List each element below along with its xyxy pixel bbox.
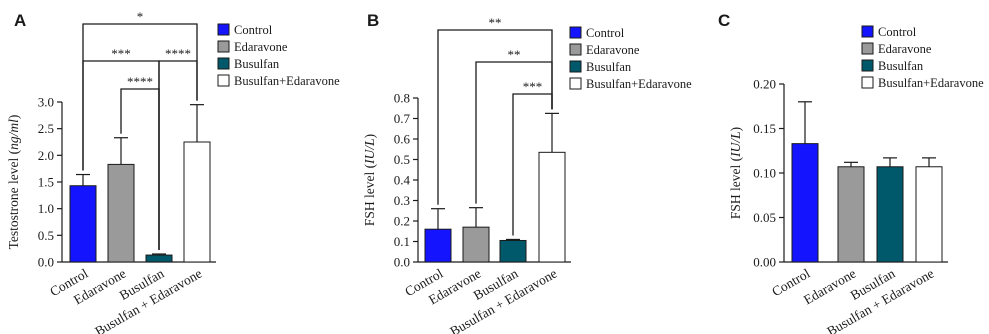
legend-swatch (217, 57, 230, 70)
x-tick-label: Edaravone (801, 266, 858, 308)
legend-swatch (217, 40, 230, 53)
legend-swatch (217, 23, 230, 36)
y-tick-label: 0.8 (394, 91, 410, 106)
y-axis-label-text: ) (728, 127, 743, 132)
legend-label: Busulfan+Edaravone (586, 77, 692, 91)
legend-swatch (569, 60, 582, 73)
bar-edaravone (462, 226, 490, 263)
legend-swatch (569, 26, 582, 39)
legend-label: Edaravone (234, 40, 288, 54)
panel-letter: A (14, 11, 26, 30)
y-axis-label: FSH level (IU/L) (728, 127, 743, 219)
y-tick-label: 0.5 (394, 152, 410, 167)
significance-bracket (437, 29, 553, 205)
legend-label: Control (878, 25, 917, 39)
significance-label: **** (127, 74, 153, 89)
panel-letter: B (367, 11, 379, 30)
bar-busulfan-edaravone (915, 166, 943, 263)
y-axis-label-unit: IU/L (728, 131, 743, 158)
y-axis-label-text: FSH level ( (362, 163, 377, 226)
y-tick-label: 0.20 (753, 77, 776, 92)
y-tick-label: 0.3 (394, 193, 410, 208)
bar-busulfan-edaravone (538, 151, 566, 263)
y-axis-label-text: ) (362, 134, 377, 139)
significance-label: *** (111, 46, 131, 61)
y-axis-label-text: FSH level ( (728, 156, 743, 219)
y-tick-label: 0.05 (753, 210, 776, 225)
y-tick-label: 0.00 (753, 255, 776, 270)
significance-label: ** (508, 47, 521, 62)
legend-swatch (861, 76, 874, 89)
bar-control (69, 185, 97, 263)
legend-label: Control (586, 26, 625, 40)
y-tick-label: 1.5 (38, 175, 54, 190)
bar-busulfan (499, 239, 527, 263)
y-tick-label: 0.0 (38, 255, 54, 270)
significance-label: **** (165, 46, 191, 61)
panel-c: C 0.00 0.05 0.10 0.15 0.20 FSH level (IU/L) Con… (718, 11, 984, 334)
bar-busulfan (876, 166, 904, 263)
bar-edaravone (837, 166, 865, 263)
y-tick-label: 0.10 (753, 166, 776, 181)
legend-swatch (861, 25, 874, 38)
legend-swatch (217, 74, 230, 87)
y-axis-label-text: ) (6, 115, 21, 120)
y-tick-label: 1.0 (38, 201, 54, 216)
legend-label: Edaravone (878, 42, 932, 56)
y-tick-label: 3.0 (38, 95, 54, 110)
significance-label: ** (489, 15, 502, 30)
y-tick-label: 0.2 (394, 214, 410, 229)
y-tick-label: 0.15 (753, 121, 776, 136)
y-tick-label: 0.1 (394, 234, 410, 249)
bar-busulfan (145, 254, 173, 263)
legend-label: Busulfan (586, 60, 632, 74)
legend-swatch (861, 59, 874, 72)
bar-control (424, 228, 452, 263)
legend-label: Busulfan (878, 59, 924, 73)
significance-bracket (475, 61, 553, 204)
y-axis-label-unit: IU/L (362, 138, 377, 165)
y-axis-label-unit: ng/ml (6, 119, 21, 150)
y-tick-label: 2.0 (38, 148, 54, 163)
y-tick-label: 0.6 (394, 132, 411, 147)
y-tick-label: 0.0 (394, 255, 410, 270)
y-axis-label-text: Testostrone level ( (6, 149, 21, 249)
legend-label: Busulfan+Edaravone (878, 76, 984, 90)
y-axis-label: Testostrone level (ng/ml) (6, 115, 21, 250)
bar-edaravone (107, 163, 135, 263)
panel-letter: C (718, 11, 730, 30)
y-tick-label: 0.7 (394, 111, 411, 126)
panel-b: B 0.0 0.1 0.2 0.3 0.4 0.5 0.6 0.7 0.8 FSH level (I… (362, 11, 692, 334)
y-tick-label: 2.5 (38, 121, 54, 136)
significance-bracket (120, 88, 160, 250)
y-axis-label: FSH level (IU/L) (362, 134, 377, 226)
legend-label: Busulfan (234, 57, 280, 71)
bar-control (791, 143, 819, 263)
significance-bracket (512, 93, 553, 236)
y-tick-label: 0.5 (38, 228, 54, 243)
significance-label: * (137, 9, 144, 24)
legend-swatch (861, 42, 874, 55)
legend-swatch (569, 43, 582, 56)
legend-label: Busulfan+Edaravone (234, 74, 340, 88)
legend-label: Control (234, 23, 273, 37)
significance-label: *** (523, 79, 543, 94)
y-tick-label: 0.4 (394, 173, 411, 188)
panel-a: A 0.0 0.5 1.0 1.5 2.0 2.5 3.0 Testostrone level … (6, 9, 340, 334)
legend-label: Edaravone (586, 43, 640, 57)
bar-busulfan-edaravone (183, 141, 211, 263)
legend-swatch (569, 77, 582, 90)
